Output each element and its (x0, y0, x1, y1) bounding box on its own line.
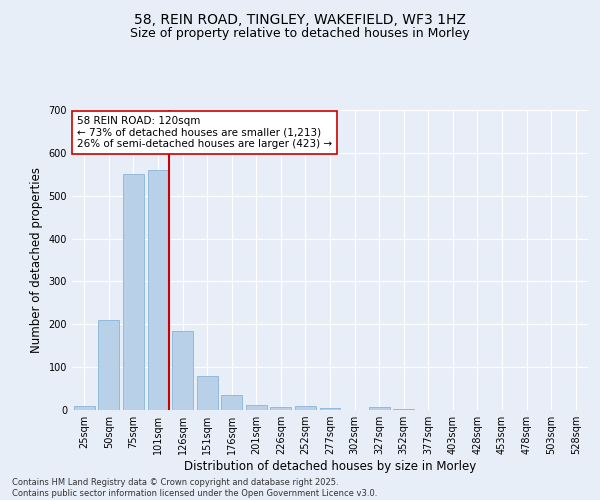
Bar (246, 405, 267, 410)
Bar (98, 320, 119, 410)
Text: 58, REIN ROAD, TINGLEY, WAKEFIELD, WF3 1HZ: 58, REIN ROAD, TINGLEY, WAKEFIELD, WF3 1… (134, 12, 466, 26)
X-axis label: Distribution of detached houses by size in Morley: Distribution of detached houses by size … (184, 460, 476, 473)
Bar (320, 408, 340, 410)
Bar (221, 395, 242, 410)
Text: Size of property relative to detached houses in Morley: Size of property relative to detached ho… (130, 28, 470, 40)
Bar (197, 376, 218, 410)
Y-axis label: Number of detached properties: Number of detached properties (30, 167, 43, 353)
Bar (148, 170, 169, 410)
Bar (123, 174, 144, 410)
Bar (393, 408, 414, 410)
Bar (74, 406, 95, 410)
Bar (295, 406, 316, 410)
Bar (368, 406, 389, 410)
Bar (172, 330, 193, 410)
Text: 58 REIN ROAD: 120sqm
← 73% of detached houses are smaller (1,213)
26% of semi-de: 58 REIN ROAD: 120sqm ← 73% of detached h… (77, 116, 332, 149)
Text: Contains HM Land Registry data © Crown copyright and database right 2025.
Contai: Contains HM Land Registry data © Crown c… (12, 478, 377, 498)
Bar (271, 406, 292, 410)
